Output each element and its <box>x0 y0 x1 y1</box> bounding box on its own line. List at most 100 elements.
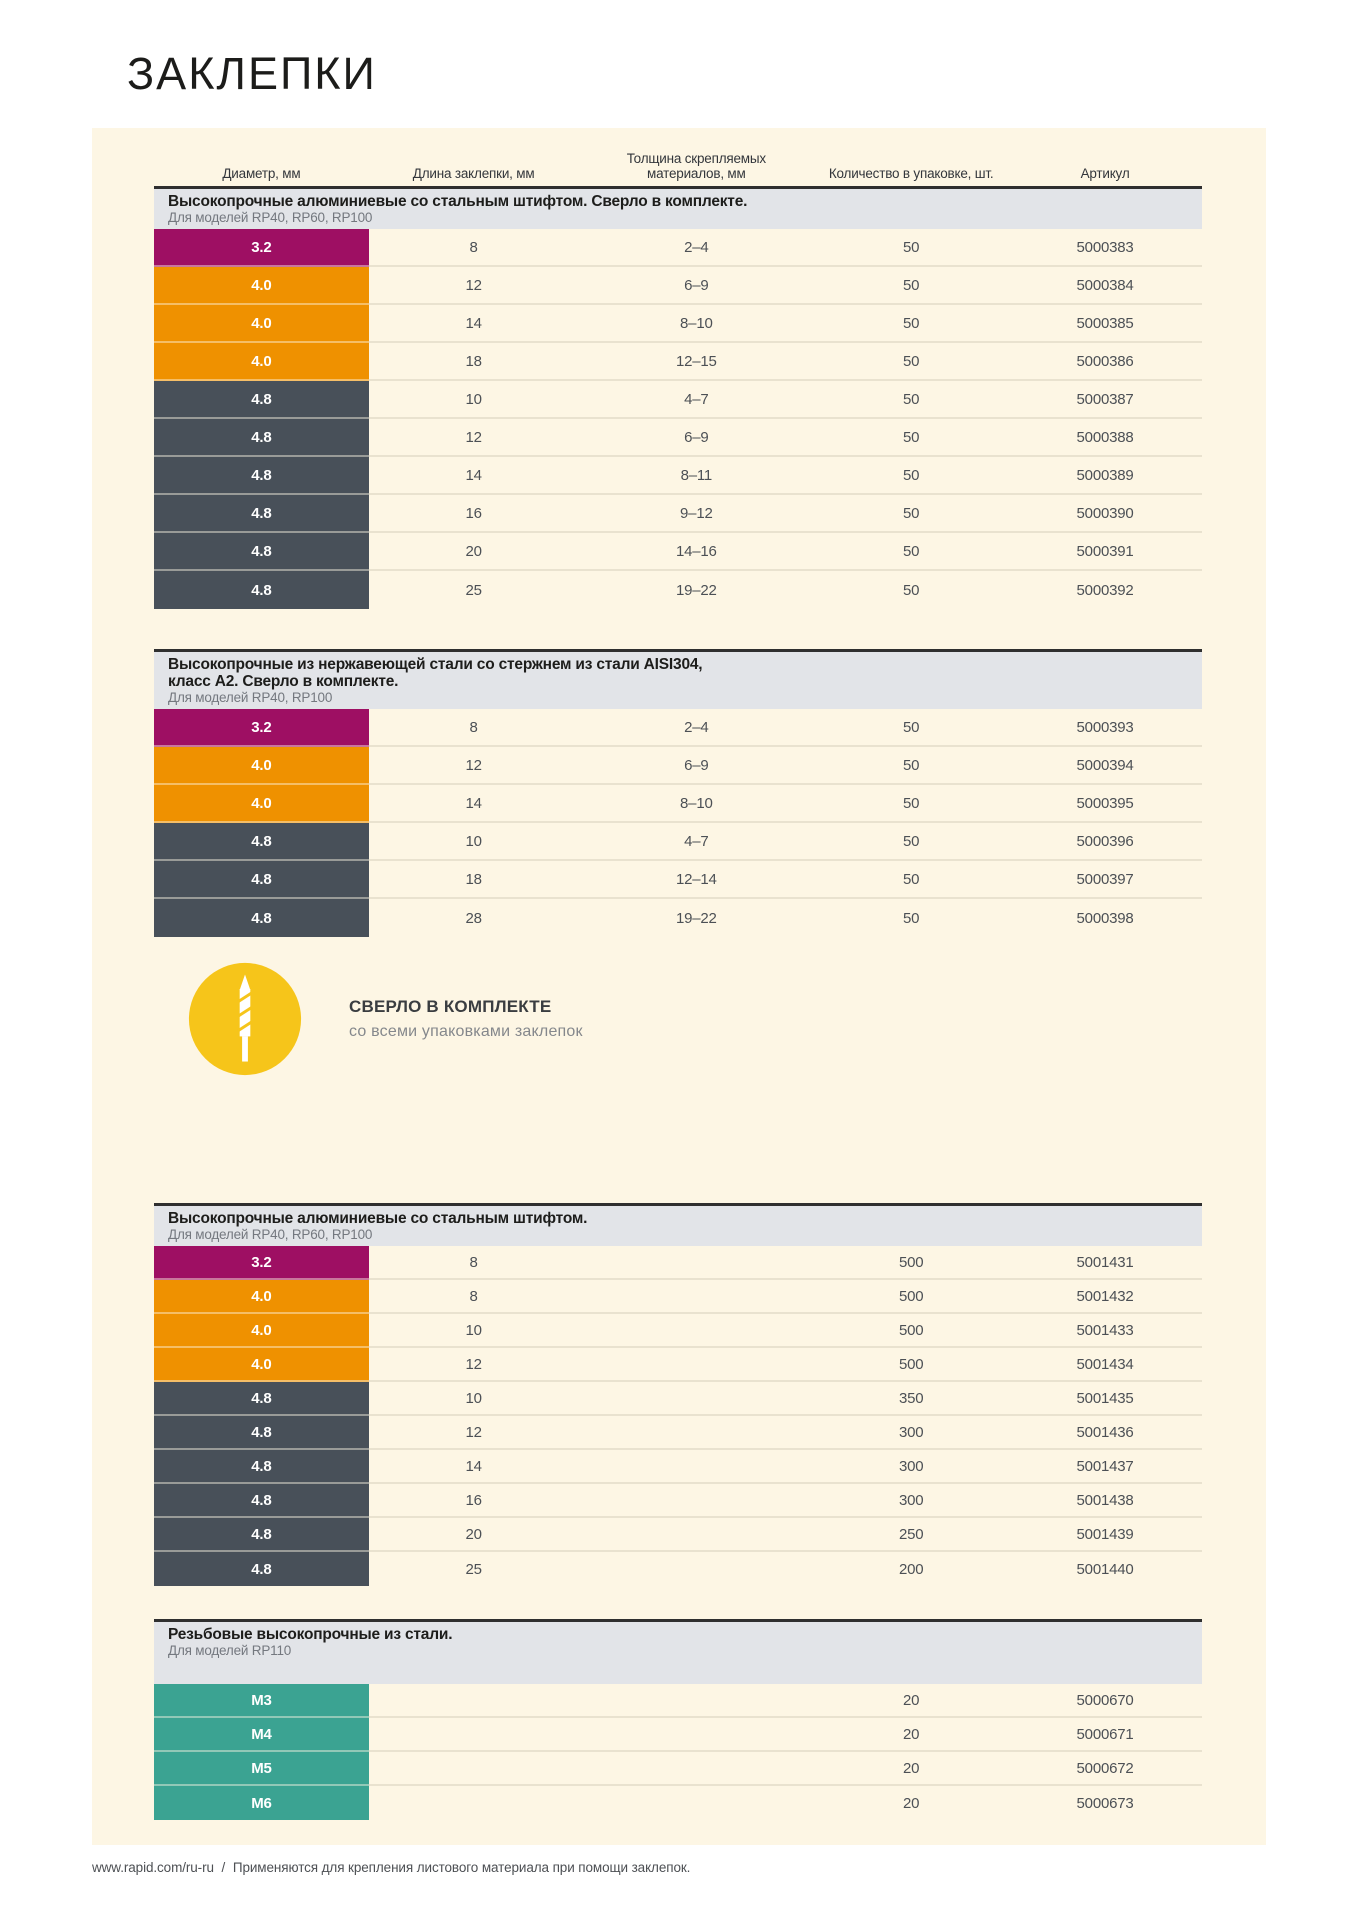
diameter-cell: 4.0 <box>154 1348 369 1382</box>
diameter-cell: 4.8 <box>154 1552 369 1586</box>
content-panel: Диаметр, мм Длина заклепки, мм Толщина с… <box>92 128 1266 1845</box>
footer-separator: / <box>221 1860 226 1875</box>
thickness-cell <box>578 1382 815 1416</box>
table-row: 4.8 20 250 5001439 <box>154 1518 1202 1552</box>
quantity-cell: 300 <box>814 1416 1009 1450</box>
thickness-cell <box>578 1786 814 1820</box>
thickness-cell: 6–9 <box>578 267 815 305</box>
table-row: 4.8 16 9–12 50 5000390 <box>154 495 1202 533</box>
thickness-cell: 2–4 <box>578 229 815 267</box>
thickness-cell <box>578 1246 815 1280</box>
article-cell: 5001437 <box>1008 1450 1202 1484</box>
article-cell: 5000672 <box>1008 1752 1202 1786</box>
table-row: 3.2 8 2–4 50 5000393 <box>154 709 1202 747</box>
quantity-cell: 50 <box>903 581 920 599</box>
thickness-cell: 12–15 <box>578 343 815 381</box>
article-cell: 5000391 <box>1008 533 1202 571</box>
table-row: 4.8 28 19–22 50 5000398 <box>154 899 1202 937</box>
thickness-cell: 6–9 <box>578 419 815 457</box>
length-cell: 14 <box>368 457 579 495</box>
page-title: ЗАКЛЕПКИ <box>127 48 377 99</box>
article-cell: 5001436 <box>1008 1416 1202 1450</box>
table-row: 4.0 12 6–9 50 5000394 <box>154 747 1202 785</box>
callout-subtitle: со всеми упаковками заклепок <box>349 1023 583 1040</box>
quantity-cell: 500 <box>814 1348 1009 1382</box>
length-cell: 20 <box>368 533 579 571</box>
diameter-cell: 4.8 <box>154 533 369 571</box>
diameter-cell: M3 <box>154 1684 369 1718</box>
article-cell: 5000384 <box>1008 267 1202 305</box>
thickness-cell <box>578 1752 815 1786</box>
length-cell: 10 <box>368 381 579 419</box>
quantity-cell: 50 <box>814 419 1009 457</box>
article-cell: 5000673 <box>1076 1794 1134 1812</box>
article-cell: 5000388 <box>1008 419 1202 457</box>
table-row: M6 20 5000673 <box>154 1786 1202 1820</box>
section-subtitle: Для моделей RP110 <box>168 1643 292 1658</box>
length-cell <box>368 1752 579 1786</box>
article-cell: 5000671 <box>1008 1718 1202 1752</box>
diameter-cell: 4.0 <box>154 343 369 381</box>
thickness-cell: 8–11 <box>578 457 815 495</box>
callout-title: СВЕРЛО В КОМПЛЕКТЕ <box>349 997 552 1016</box>
quantity-cell: 300 <box>814 1484 1009 1518</box>
diameter-cell: 4.0 <box>154 747 369 785</box>
quantity-cell: 350 <box>814 1382 1009 1416</box>
length-cell: 12 <box>368 747 579 785</box>
table-row: 4.0 14 8–10 50 5000395 <box>154 785 1202 823</box>
quantity-cell: 20 <box>814 1718 1009 1752</box>
diameter-cell: 4.8 <box>154 1450 369 1484</box>
section-rows: 3.2 8 2–4 50 5000393 4.0 12 6–9 50 5000394 4.0 14 8–… <box>154 709 1202 937</box>
quantity-cell: 50 <box>814 533 1009 571</box>
drill-bit-icon <box>188 962 302 1076</box>
quantity-cell: 50 <box>814 381 1009 419</box>
quantity-cell: 50 <box>814 305 1009 343</box>
table-row: 3.2 8 2–4 50 5000383 <box>154 229 1202 267</box>
diameter-cell: 4.8 <box>154 1382 369 1416</box>
length-cell: 10 <box>368 823 579 861</box>
section-aluminium-with-drill: Высокопрочные алюминиевые со стальным шт… <box>154 186 1202 609</box>
diameter-cell: 4.8 <box>154 1416 369 1450</box>
article-cell: 5000393 <box>1008 709 1202 747</box>
thickness-cell <box>578 1718 815 1752</box>
quantity-cell: 50 <box>814 343 1009 381</box>
quantity-cell: 50 <box>814 457 1009 495</box>
diameter-cell: 4.0 <box>154 785 369 823</box>
article-cell: 5001439 <box>1008 1518 1202 1552</box>
article-cell: 5000397 <box>1008 861 1202 899</box>
table-row: M4 20 5000671 <box>154 1718 1202 1752</box>
thickness-cell: 19–22 <box>675 581 717 599</box>
article-cell: 5000387 <box>1008 381 1202 419</box>
table-column-headers: Диаметр, мм Длина заклепки, мм Толщина с… <box>154 128 1202 186</box>
quantity-cell: 50 <box>814 495 1009 533</box>
article-cell: 5000670 <box>1008 1684 1202 1718</box>
quantity-cell: 50 <box>814 861 1009 899</box>
article-cell: 5000398 <box>1076 909 1134 927</box>
table-row: 4.0 18 12–15 50 5000386 <box>154 343 1202 381</box>
thickness-cell <box>578 1348 815 1382</box>
table-row: 4.8 12 6–9 50 5000388 <box>154 419 1202 457</box>
column-header-diameter: Диаметр, мм <box>222 166 301 181</box>
diameter-cell: 4.8 <box>154 899 369 937</box>
diameter-cell: 3.2 <box>154 1246 369 1280</box>
section-title-line1: Высокопрочные из нержавеющей стали со ст… <box>168 656 703 673</box>
quantity-cell: 50 <box>814 709 1009 747</box>
thickness-cell <box>578 1552 814 1586</box>
section-title: Резьбовые высокопрочные из стали. <box>168 1626 453 1643</box>
column-header-quantity: Количество в упаковке, шт. <box>828 166 994 181</box>
table-row: 4.8 12 300 5001436 <box>154 1416 1202 1450</box>
section-rows: 3.2 8 500 5001431 4.0 8 500 5001432 4.0 10 500 5001… <box>154 1246 1202 1586</box>
section-header: Высокопрочные алюминиевые со стальным шт… <box>154 1203 1202 1246</box>
section-aluminium-refill: Высокопрочные алюминиевые со стальным шт… <box>154 1203 1202 1586</box>
table-row: M3 20 5000670 <box>154 1684 1202 1718</box>
diameter-cell: 3.2 <box>154 709 369 747</box>
section-rows: 3.2 8 2–4 50 5000383 4.0 12 6–9 50 5000384 4.0 14 8–… <box>154 229 1202 609</box>
length-cell: 10 <box>368 1314 579 1348</box>
table-row: 4.8 10 4–7 50 5000396 <box>154 823 1202 861</box>
section-threaded-steel: Резьбовые высокопрочные из стали. Для мо… <box>154 1619 1202 1820</box>
section-subtitle: Для моделей RP40, RP60, RP100 <box>168 210 373 225</box>
quantity-cell: 20 <box>814 1752 1009 1786</box>
diameter-cell: 4.8 <box>154 571 369 609</box>
callout-text: СВЕРЛО В КОМПЛЕКТЕ со всеми упаковками з… <box>349 997 583 1041</box>
